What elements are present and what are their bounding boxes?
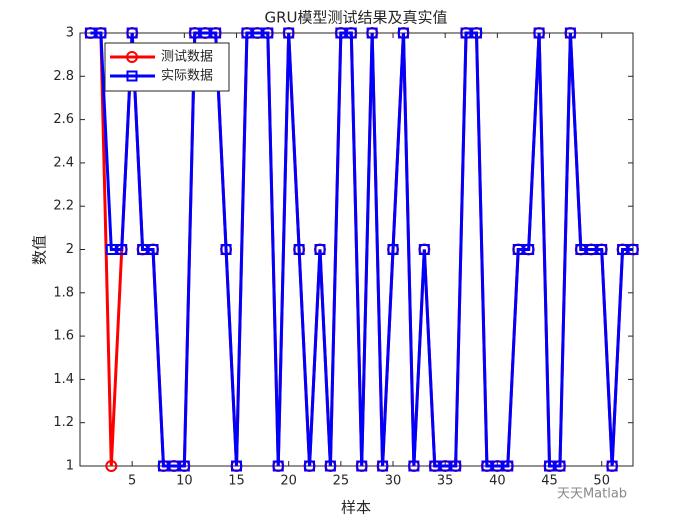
marker [345,27,357,39]
x-tick-label: 35 [437,474,454,489]
marker [126,27,138,39]
marker [481,460,493,472]
marker [502,460,514,472]
y-tick-label: 1.4 [53,372,74,387]
marker [366,27,378,39]
marker [126,70,138,82]
marker [491,460,503,472]
series-line [90,31,633,468]
marker [262,27,274,39]
y-tick-label: 1.2 [53,415,74,430]
y-tick-label: 2.2 [53,199,74,214]
marker [251,27,263,39]
y-tick-label: 1 [66,459,74,474]
marker [283,27,295,39]
marker [418,244,430,255]
y-tick-label: 2.4 [53,155,74,170]
y-tick-label: 1.8 [53,285,74,300]
marker [116,244,128,255]
x-tick-label: 40 [489,474,506,489]
marker [199,27,211,39]
marker [147,244,159,255]
marker [95,27,107,39]
marker [84,27,96,39]
marker [554,460,566,472]
marker [617,244,629,255]
x-tick-label: 30 [385,474,402,489]
x-tick-label: 45 [541,474,558,489]
marker [293,244,305,255]
marker [606,460,618,472]
marker [324,460,336,472]
marker [627,244,639,255]
marker [168,460,180,472]
y-tick-label: 1.6 [53,329,74,344]
marker [314,244,326,255]
marker [387,244,399,255]
marker [585,244,597,255]
watermark: 天天Matlab [557,487,627,502]
y-tick-label: 2.6 [53,112,74,127]
legend-box [104,42,230,92]
marker [470,27,482,39]
marker [408,460,420,472]
x-tick-label: 10 [176,474,193,489]
marker [533,27,545,39]
marker [157,460,169,472]
marker [335,27,347,39]
marker [439,460,451,472]
marker [126,51,138,63]
marker [450,460,462,472]
marker [304,460,316,472]
chart-title: GRU模型测试结果及真实值 [264,9,447,27]
marker [231,460,243,472]
marker [377,460,389,472]
marker [460,27,472,39]
legend-label: 实际数据 [161,69,213,84]
marker [544,460,556,472]
marker [105,244,117,255]
marker [137,244,149,255]
x-tick-label: 5 [128,474,136,489]
marker [189,27,201,39]
y-tick-label: 3 [66,26,74,41]
x-tick-label: 50 [593,474,610,489]
y-axis-label: 数值 [31,235,49,265]
marker [178,460,190,472]
marker [429,460,441,472]
marker [210,27,222,39]
x-tick-label: 25 [333,474,350,489]
marker [356,460,368,472]
marker [575,244,587,255]
x-tick-label: 20 [280,474,297,489]
marker [512,244,524,255]
y-tick-label: 2.8 [53,69,74,84]
marker [220,244,232,255]
legend-label: 测试数据 [161,50,213,65]
x-tick-label: 15 [228,474,245,489]
x-axis-label: 样本 [341,499,371,517]
marker [105,460,118,472]
marker [596,244,608,255]
marker [564,27,576,39]
y-tick-label: 2 [66,242,74,257]
marker [397,27,409,39]
marker [523,244,535,255]
marker [272,460,284,472]
marker [241,27,253,39]
